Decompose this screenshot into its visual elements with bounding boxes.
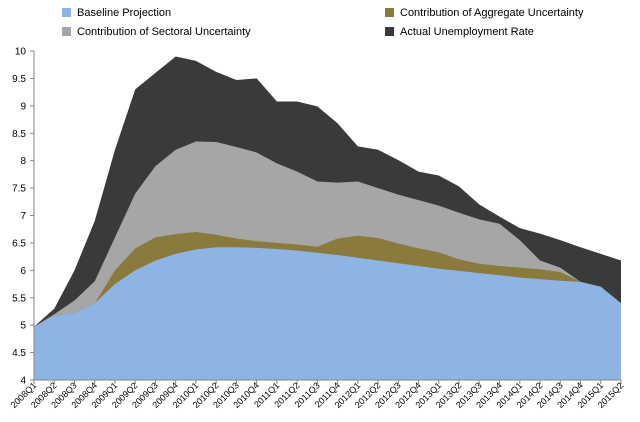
x-axis-ticks: 2008Q12008Q22008Q32008Q42009Q12009Q22009… [9,380,625,410]
legend-label-0: Baseline Projection [77,7,171,19]
y-tick-label: 6 [20,266,26,277]
legend: Baseline Projection Contribution of Aggre… [62,7,584,38]
area-series-0 [34,247,621,380]
y-tick-label: 9.5 [12,74,26,85]
legend-swatch-3 [385,27,394,36]
y-tick-label: 8 [20,156,26,167]
chart-areas [34,56,621,380]
legend-label-3: Actual Unemployment Rate [400,26,534,38]
y-tick-label: 5.5 [12,293,26,304]
legend-label-2: Contribution of Sectoral Uncertainty [77,26,251,38]
y-tick-label: 6.5 [12,238,26,249]
legend-swatch-0 [62,8,71,17]
y-tick-label: 7.5 [12,184,26,195]
legend-swatch-2 [62,27,71,36]
y-tick-label: 5 [20,321,26,332]
y-tick-label: 8.5 [12,129,26,140]
legend-label-1: Contribution of Aggregate Uncertainty [400,7,584,19]
y-tick-label: 7 [20,211,26,222]
y-tick-label: 9 [20,101,26,112]
y-tick-label: 10 [15,47,27,58]
y-axis-ticks: 4 4.5 5 5.5 6 6.5 7 7.5 8 8.5 9 9.5 10 [12,47,34,387]
y-tick-label: 4.5 [12,348,26,359]
y-tick-label: 4 [20,376,26,387]
legend-swatch-1 [385,8,394,17]
